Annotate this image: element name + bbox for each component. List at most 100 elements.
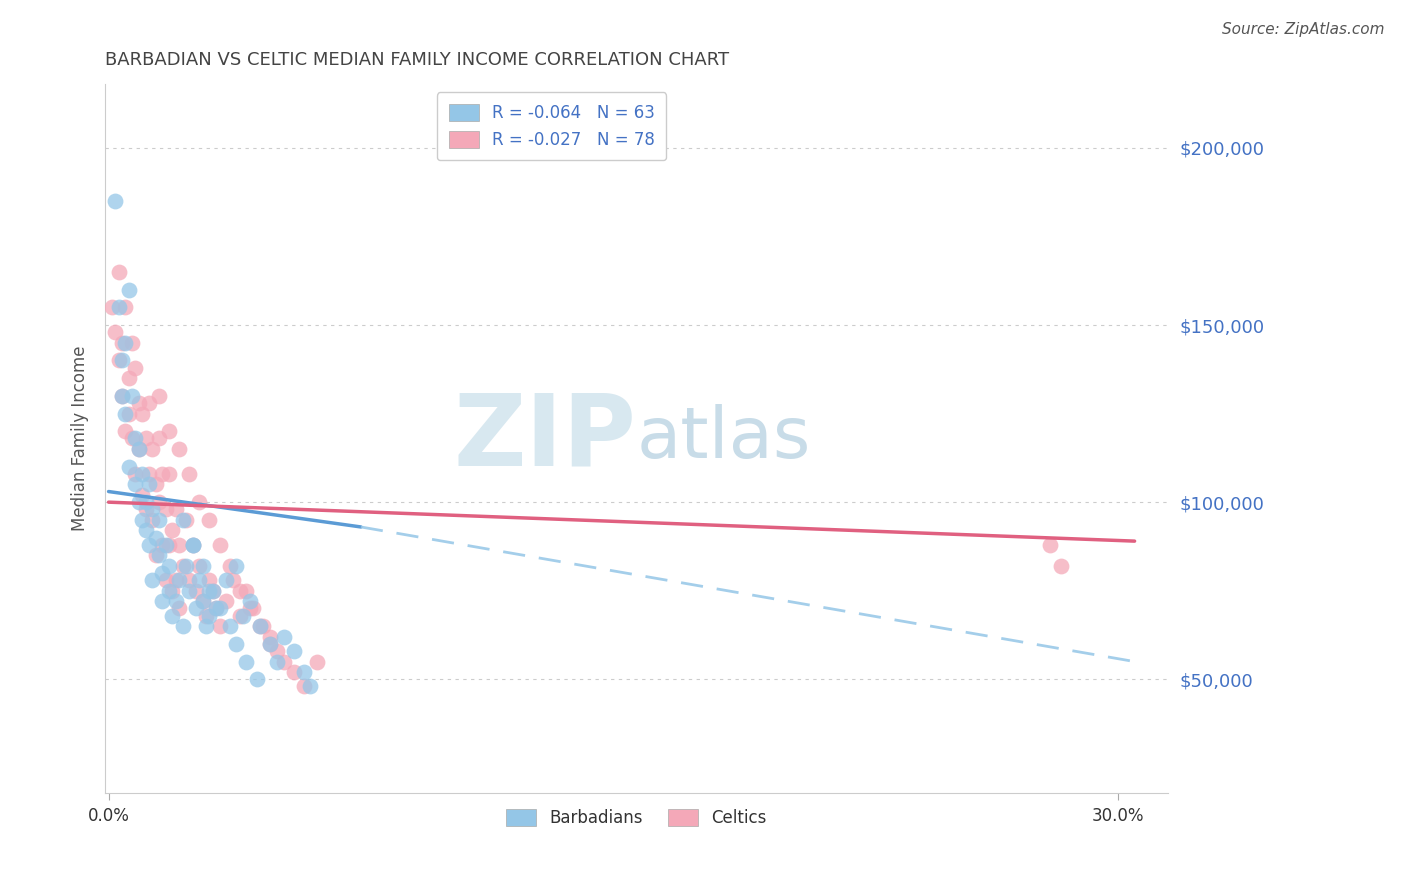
Point — [179, 573, 201, 587]
Point — [155, 573, 177, 587]
Point — [174, 558, 197, 573]
Text: atlas: atlas — [637, 404, 811, 473]
Point — [184, 601, 207, 615]
Point — [118, 459, 141, 474]
Point — [292, 665, 315, 680]
Point — [107, 353, 129, 368]
Point — [111, 389, 134, 403]
Point — [131, 513, 153, 527]
Point — [131, 488, 153, 502]
Point — [239, 594, 262, 608]
Point — [181, 538, 204, 552]
Point — [195, 608, 218, 623]
Point — [114, 335, 136, 350]
Point — [152, 566, 174, 580]
Point — [104, 194, 127, 208]
Point — [235, 655, 257, 669]
Point — [114, 301, 136, 315]
Point — [205, 601, 228, 615]
Point — [188, 573, 211, 587]
Point — [198, 573, 221, 587]
Point — [229, 583, 252, 598]
Point — [165, 594, 187, 608]
Point — [157, 558, 180, 573]
Point — [141, 502, 163, 516]
Point — [292, 679, 315, 693]
Point — [249, 619, 271, 633]
Point — [208, 619, 231, 633]
Y-axis label: Median Family Income: Median Family Income — [72, 345, 89, 531]
Point — [167, 538, 190, 552]
Point — [121, 431, 143, 445]
Point — [124, 431, 146, 445]
Point — [252, 619, 274, 633]
Point — [162, 608, 184, 623]
Point — [245, 673, 267, 687]
Point — [148, 513, 170, 527]
Point — [181, 538, 204, 552]
Point — [131, 467, 153, 481]
Point — [155, 502, 177, 516]
Point — [124, 477, 146, 491]
Point — [148, 495, 170, 509]
Point — [184, 583, 207, 598]
Text: BARBADIAN VS CELTIC MEDIAN FAMILY INCOME CORRELATION CHART: BARBADIAN VS CELTIC MEDIAN FAMILY INCOME… — [105, 51, 730, 69]
Point — [242, 601, 264, 615]
Point — [188, 558, 211, 573]
Point — [138, 396, 160, 410]
Point — [124, 467, 146, 481]
Point — [167, 601, 190, 615]
Point — [225, 637, 247, 651]
Point — [121, 335, 143, 350]
Point — [138, 538, 160, 552]
Point — [259, 630, 281, 644]
Point — [165, 502, 187, 516]
Point — [283, 665, 305, 680]
Point — [107, 265, 129, 279]
Point — [118, 283, 141, 297]
Point — [198, 513, 221, 527]
Point — [1049, 558, 1071, 573]
Point — [172, 558, 194, 573]
Text: Source: ZipAtlas.com: Source: ZipAtlas.com — [1222, 22, 1385, 37]
Point — [148, 389, 170, 403]
Point — [266, 655, 288, 669]
Point — [266, 644, 288, 658]
Point — [174, 513, 197, 527]
Point — [195, 619, 218, 633]
Point — [107, 301, 129, 315]
Point — [141, 573, 163, 587]
Point — [121, 389, 143, 403]
Point — [148, 549, 170, 563]
Point — [232, 608, 254, 623]
Point — [135, 502, 157, 516]
Point — [218, 619, 240, 633]
Point — [198, 583, 221, 598]
Point — [145, 531, 167, 545]
Point — [101, 301, 124, 315]
Point — [111, 353, 134, 368]
Point — [104, 325, 127, 339]
Point — [135, 431, 157, 445]
Point — [118, 407, 141, 421]
Text: ZIP: ZIP — [454, 390, 637, 487]
Point — [191, 558, 214, 573]
Point — [152, 594, 174, 608]
Point — [198, 608, 221, 623]
Point — [141, 442, 163, 456]
Point — [172, 513, 194, 527]
Point — [128, 442, 150, 456]
Point — [273, 630, 295, 644]
Point — [208, 601, 231, 615]
Point — [128, 442, 150, 456]
Point — [215, 573, 238, 587]
Point — [179, 583, 201, 598]
Point — [201, 583, 224, 598]
Point — [162, 524, 184, 538]
Point — [138, 477, 160, 491]
Point — [145, 549, 167, 563]
Point — [157, 467, 180, 481]
Point — [145, 477, 167, 491]
Point — [131, 407, 153, 421]
Point — [229, 608, 252, 623]
